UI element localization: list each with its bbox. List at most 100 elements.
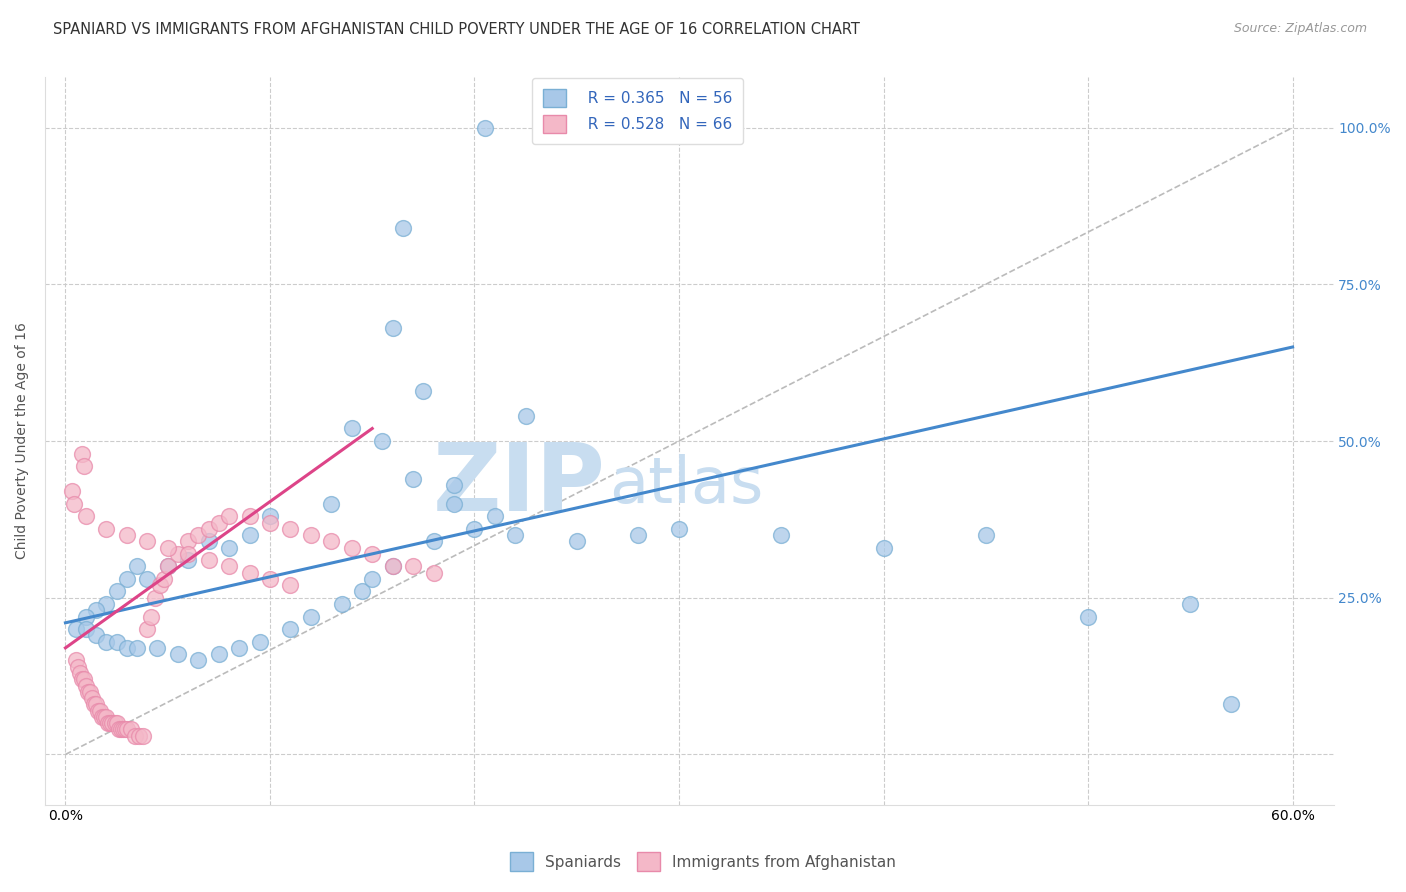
- Point: [422, 534, 444, 549]
- Point: [1180, 597, 1202, 611]
- Point: [111, 723, 134, 737]
- Point: [218, 541, 240, 555]
- Point: [75, 622, 97, 636]
- Point: [249, 634, 271, 648]
- Point: [515, 409, 537, 423]
- Text: atlas: atlas: [609, 454, 763, 516]
- Point: [96, 597, 118, 611]
- Point: [340, 421, 363, 435]
- Point: [280, 622, 302, 636]
- Point: [69, 665, 91, 680]
- Point: [107, 723, 129, 737]
- Text: SPANIARD VS IMMIGRANTS FROM AFGHANISTAN CHILD POVERTY UNDER THE AGE OF 16 CORREL: SPANIARD VS IMMIGRANTS FROM AFGHANISTAN …: [53, 22, 860, 37]
- Point: [238, 509, 260, 524]
- Point: [101, 716, 124, 731]
- Point: [259, 516, 281, 530]
- Point: [73, 459, 96, 474]
- Point: [321, 497, 343, 511]
- Point: [96, 710, 118, 724]
- Point: [114, 723, 136, 737]
- Point: [187, 653, 209, 667]
- Point: [105, 634, 128, 648]
- Point: [77, 685, 100, 699]
- Point: [145, 591, 167, 605]
- Point: [136, 572, 159, 586]
- Point: [330, 597, 353, 611]
- Point: [156, 541, 179, 555]
- Point: [208, 516, 231, 530]
- Point: [96, 522, 118, 536]
- Point: [218, 559, 240, 574]
- Point: [70, 672, 93, 686]
- Point: [60, 484, 83, 499]
- Point: [167, 547, 190, 561]
- Point: [125, 559, 148, 574]
- Point: [197, 534, 219, 549]
- Point: [70, 446, 93, 460]
- Point: [75, 609, 97, 624]
- Point: [218, 509, 240, 524]
- Point: [66, 659, 89, 673]
- Point: [125, 640, 148, 655]
- Point: [148, 578, 170, 592]
- Point: [97, 716, 120, 731]
- Point: [422, 566, 444, 580]
- Point: [197, 553, 219, 567]
- Point: [208, 647, 231, 661]
- Point: [197, 522, 219, 536]
- Point: [299, 609, 322, 624]
- Point: [96, 634, 118, 648]
- Legend: Spaniards, Immigrants from Afghanistan: Spaniards, Immigrants from Afghanistan: [505, 847, 901, 877]
- Point: [350, 584, 373, 599]
- Point: [668, 522, 690, 536]
- Point: [105, 716, 128, 731]
- Point: [156, 559, 179, 574]
- Point: [280, 522, 302, 536]
- Point: [75, 509, 97, 524]
- Point: [361, 547, 384, 561]
- Point: [177, 534, 200, 549]
- Point: [84, 628, 107, 642]
- Point: [75, 679, 97, 693]
- Point: [73, 672, 96, 686]
- Point: [128, 729, 150, 743]
- Point: [93, 710, 115, 724]
- Point: [627, 528, 650, 542]
- Point: [280, 578, 302, 592]
- Point: [141, 609, 163, 624]
- Point: [103, 716, 125, 731]
- Point: [124, 729, 146, 743]
- Point: [89, 704, 111, 718]
- Point: [65, 622, 87, 636]
- Point: [110, 723, 132, 737]
- Point: [443, 478, 465, 492]
- Point: [259, 572, 281, 586]
- Point: [79, 685, 101, 699]
- Point: [361, 572, 384, 586]
- Point: [299, 528, 322, 542]
- Point: [412, 384, 434, 398]
- Point: [1077, 609, 1099, 624]
- Point: [505, 528, 527, 542]
- Point: [80, 691, 103, 706]
- Point: [187, 528, 209, 542]
- Point: [238, 566, 260, 580]
- Point: [381, 559, 404, 574]
- Point: [381, 559, 404, 574]
- Point: [105, 584, 128, 599]
- Point: [392, 220, 415, 235]
- Point: [115, 640, 138, 655]
- Point: [974, 528, 997, 542]
- Point: [872, 541, 894, 555]
- Point: [100, 716, 122, 731]
- Point: [259, 509, 281, 524]
- Point: [115, 572, 138, 586]
- Point: [371, 434, 394, 448]
- Point: [321, 534, 343, 549]
- Point: [474, 120, 496, 135]
- Point: [228, 640, 250, 655]
- Point: [565, 534, 588, 549]
- Point: [238, 528, 260, 542]
- Point: [443, 497, 465, 511]
- Point: [340, 541, 363, 555]
